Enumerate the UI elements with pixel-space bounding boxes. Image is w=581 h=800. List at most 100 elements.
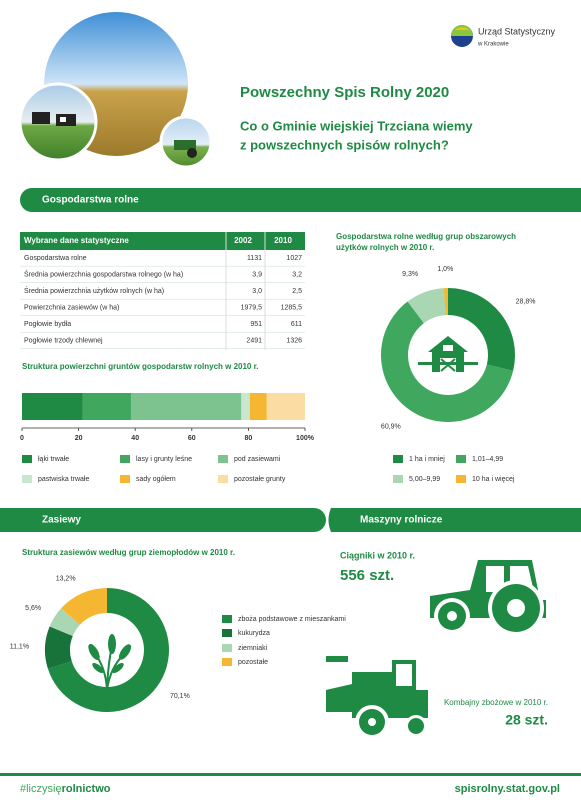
table-header: 2002 — [234, 236, 252, 245]
legend-label: pozostałe — [238, 659, 268, 666]
legend-label: 10 ha i więcej — [472, 476, 515, 483]
hashtag-part: rolnictwo — [62, 783, 111, 795]
legend-swatch — [218, 455, 228, 463]
legend-label: 1 ha i mniej — [409, 456, 445, 463]
table-cell: Średnia powierzchnia gospodarstwa rolneg… — [24, 269, 183, 278]
legend-label: 1,01–4,99 — [472, 456, 503, 463]
legend-swatch — [120, 475, 130, 483]
section-title: Maszyny rolnicze — [360, 515, 443, 526]
url: spisrolny.stat.gov.pl — [455, 783, 560, 795]
table-cell: 3,0 — [252, 288, 262, 295]
charts: Gospodarstwa rolne według grup obszarowy… — [10, 232, 536, 712]
logo: Urząd Statystyczny w Krakowie — [451, 25, 556, 48]
table-cell: Gospodarstwa rolne — [24, 255, 87, 262]
bar-segment — [82, 393, 131, 420]
bar-segment — [241, 393, 250, 420]
chart-title: Gospodarstwa rolne według grup obszarowy… — [336, 232, 516, 241]
table-cell: Średnia powierzchnia użytków rolnych (w … — [24, 286, 164, 295]
section-band — [328, 508, 581, 532]
legend-label: ziemniaki — [238, 645, 268, 652]
slice-label: 70,1% — [170, 693, 190, 700]
legend-swatch — [456, 475, 466, 483]
x-tick-label: 20 — [75, 435, 83, 442]
donut-slice — [47, 588, 169, 712]
donut-slice — [61, 588, 107, 626]
hashtag: #liczysięrolnictwo — [20, 783, 111, 795]
legend-swatch — [222, 644, 232, 652]
donut-slice — [49, 608, 80, 636]
table-cell: 1027 — [286, 255, 302, 262]
x-tick-label: 0 — [20, 435, 24, 442]
table-cell: Pogłowie bydła — [24, 321, 71, 328]
chart-title: Struktura zasiewów według grup ziemopłod… — [22, 548, 235, 557]
table-cell: 1979,5 — [241, 304, 263, 311]
legend-swatch — [393, 455, 403, 463]
donut-slice — [407, 288, 446, 324]
x-tick-label: 40 — [131, 435, 139, 442]
table-header-bg — [20, 232, 305, 250]
title: Powszechny Spis Rolny 2020 — [240, 84, 449, 101]
machine-count: 28 szt. — [505, 712, 548, 728]
section-band — [0, 508, 326, 532]
chart-title: użytków rolnych w 2010 r. — [336, 243, 434, 252]
slice-label: 13,2% — [56, 575, 76, 582]
section-band — [20, 188, 581, 212]
header-photos — [18, 12, 213, 169]
wheat-icon — [88, 634, 132, 691]
slice-label: 1,0% — [437, 266, 453, 273]
subtitle: z powszechnych spisów rolnych? — [240, 137, 449, 152]
legend-label: zboża podstawowe z mieszankami — [238, 616, 346, 623]
slice-label: 60,9% — [381, 424, 401, 431]
legend-label: pastwiska trwałe — [38, 476, 89, 483]
subtitle: Co o Gminie wiejskiej Trzciana wiemy — [240, 118, 473, 133]
table-cell: 3,9 — [252, 271, 262, 278]
logo-text: Urząd Statystyczny — [478, 26, 556, 36]
legend-swatch — [456, 455, 466, 463]
table-cell: 951 — [250, 321, 262, 328]
legend-swatch — [393, 475, 403, 483]
barn-icon — [418, 336, 478, 372]
machine-count: 556 szt. — [340, 567, 394, 584]
chart-title: Struktura powierzchni gruntów gospodarst… — [22, 362, 258, 371]
legend-swatch — [222, 629, 232, 637]
donut-slice — [44, 626, 73, 669]
slice-label: 11,1% — [10, 644, 29, 651]
combine-icon — [326, 656, 428, 739]
legend-swatch — [120, 455, 130, 463]
legend-swatch — [222, 658, 232, 666]
table: Wybrane dane statystyczne 2002 2010 Gospoda… — [20, 232, 305, 350]
section-title: Gospodarstwa rolne — [42, 195, 139, 206]
x-tick-label: 100% — [296, 435, 315, 442]
table-header: 2010 — [274, 236, 292, 245]
legend-swatch — [218, 475, 228, 483]
donut-slice — [448, 288, 515, 371]
slice-label: 28,8% — [516, 299, 536, 306]
hashtag-part: #liczysię — [20, 783, 62, 795]
bar-segment — [22, 393, 83, 420]
table-cell: 2491 — [246, 337, 262, 344]
table-cell: 1131 — [247, 255, 262, 262]
donut-slice — [380, 301, 514, 423]
machine-label: Ciągniki w 2010 r. — [340, 550, 415, 560]
legend-label: pod zasiewami — [234, 456, 281, 463]
x-tick-label: 80 — [245, 435, 253, 442]
legend-label: 5,00–9,99 — [409, 476, 440, 483]
table-cell: 3,2 — [292, 271, 302, 278]
legend-swatch — [22, 475, 32, 483]
slice-label: 5,6% — [25, 605, 41, 612]
section-title: Zasiewy — [42, 515, 81, 526]
table-cell: 1285,5 — [281, 304, 303, 311]
legend-swatch — [222, 615, 232, 623]
legend-label: kukurydza — [238, 630, 270, 637]
table-cell: 2,5 — [292, 288, 302, 295]
legend-swatch — [22, 455, 32, 463]
table-cell: Powierzchnia zasiewów (w ha) — [24, 304, 119, 311]
donut-slice — [443, 288, 448, 316]
legend-label: pozostałe grunty — [234, 476, 286, 483]
legend-label: łąki trwałe — [38, 456, 69, 463]
footer-line — [0, 773, 581, 776]
table-cell: Pogłowie trzody chlewnej — [24, 337, 103, 344]
table-cell: 1326 — [286, 337, 302, 344]
slice-label: 9,3% — [402, 271, 418, 278]
